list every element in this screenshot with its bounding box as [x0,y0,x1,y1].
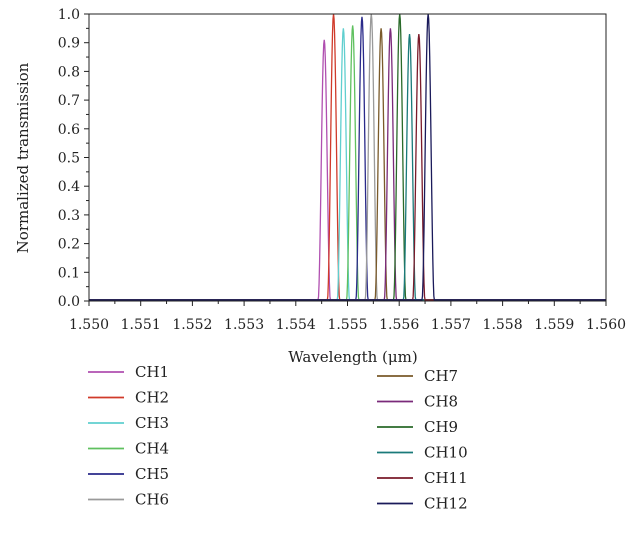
x-tick-label: 1.560 [586,317,626,333]
legend-item-ch10: CH10 [377,444,468,462]
x-tick-label: 1.552 [172,317,212,333]
x-tick-label: 1.553 [224,317,264,333]
y-axis-title: Normalized transmission [14,62,32,253]
legend-label: CH12 [424,495,468,513]
y-tick-label: 0.6 [58,122,80,138]
legend-item-ch4: CH4 [88,440,169,458]
legend-label: CH9 [424,418,458,436]
legend-item-ch8: CH8 [377,393,458,411]
legend-label: CH11 [424,469,468,487]
legend: CH1 CH2 CH3 CH4 CH5 CH6 CH7 CH8 CH9 CH10 CH11 CH12 [88,363,468,513]
legend-item-ch3: CH3 [88,414,169,432]
y-tick-label: 0.7 [58,93,80,109]
x-tick-label: 1.554 [276,317,316,333]
y-tick-label: 0.3 [58,208,80,224]
legend-item-ch5: CH5 [88,465,169,483]
legend-label: CH10 [424,444,468,462]
legend-label: CH5 [135,465,169,483]
x-tick-label: 1.557 [431,317,471,333]
legend-item-ch7: CH7 [377,367,458,385]
x-tick-label: 1.551 [121,317,161,333]
x-tick-label: 1.559 [534,317,574,333]
legend-item-ch11: CH11 [377,469,468,487]
x-tick-label: 1.558 [483,317,523,333]
legend-label: CH1 [135,363,169,381]
legend-label: CH8 [424,393,458,411]
y-tick-label: 0.0 [58,294,80,310]
legend-label: CH6 [135,491,169,509]
y-tick-label: 0.4 [58,179,80,195]
x-axis-title: Wavelength (μm) [288,348,417,366]
y-tick-label: 0.5 [58,151,80,167]
y-tick-label: 1.0 [58,7,80,23]
x-tick-label: 1.555 [327,317,367,333]
legend-item-ch1: CH1 [88,363,169,381]
legend-label: CH4 [135,440,169,458]
legend-label: CH3 [135,414,169,432]
y-tick-label: 0.9 [58,36,80,52]
legend-item-ch6: CH6 [88,491,169,509]
x-tick-label: 1.550 [69,317,109,333]
legend-label: CH7 [424,367,458,385]
legend-item-ch9: CH9 [377,418,458,436]
y-tick-label: 0.1 [58,265,80,281]
y-tick-label: 0.8 [58,64,80,80]
legend-item-ch2: CH2 [88,389,169,407]
legend-label: CH2 [135,389,169,407]
legend-item-ch12: CH12 [377,495,468,513]
x-tick-label: 1.556 [379,317,419,333]
y-tick-label: 0.2 [58,237,80,253]
ticks-layer: 1.550 1.551 1.552 1.553 1.554 1.555 1.556 1.557… [58,7,626,333]
